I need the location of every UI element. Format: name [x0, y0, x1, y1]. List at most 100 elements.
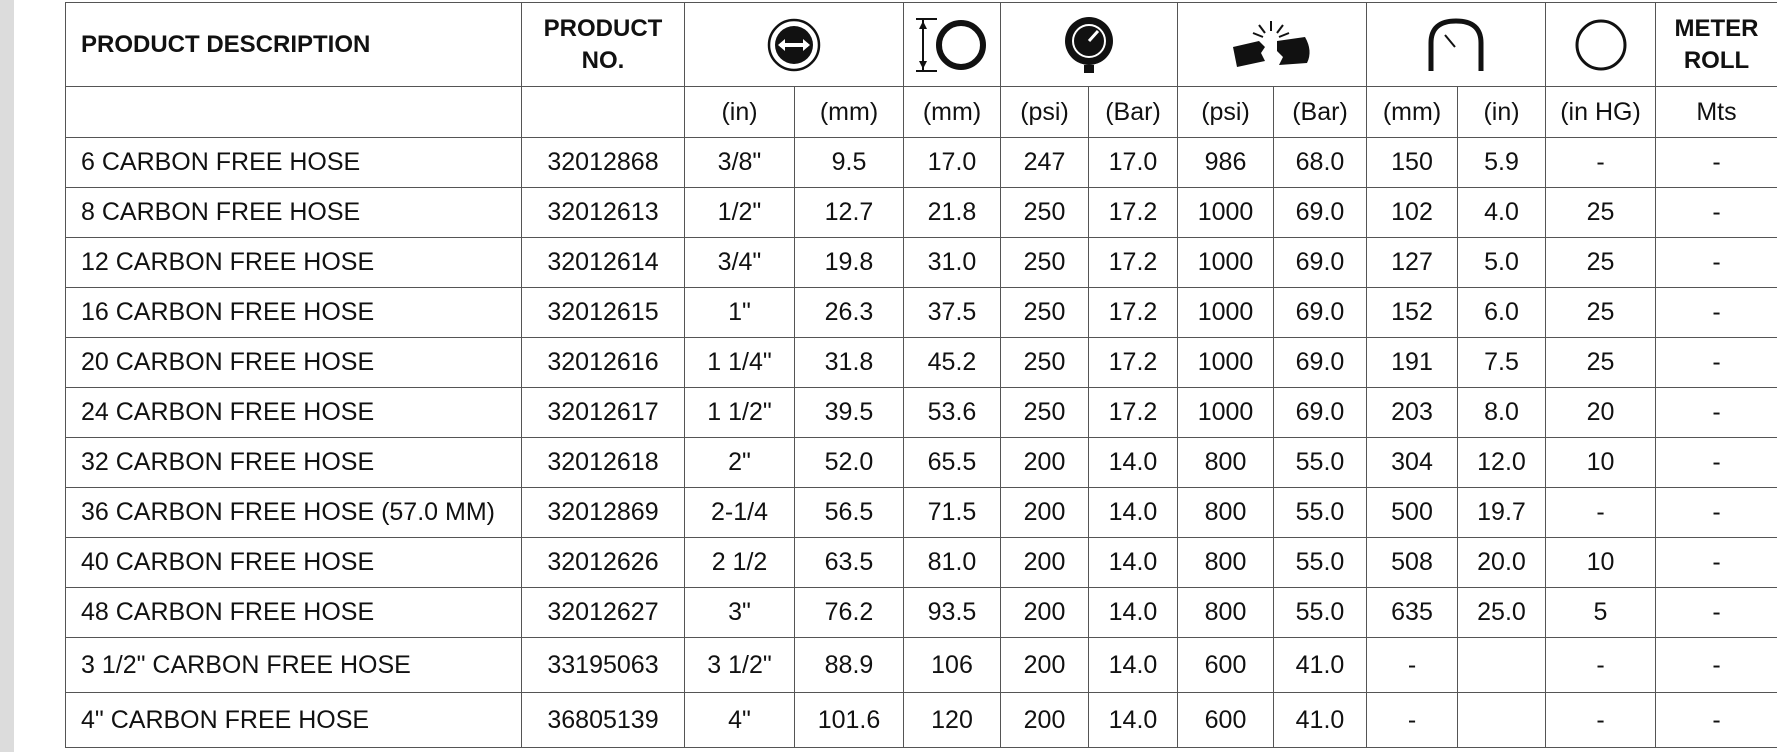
spec-cell: 1000: [1177, 187, 1274, 238]
spec-cell: 102: [1366, 187, 1458, 238]
spec-cell: 304: [1366, 437, 1458, 488]
spec-cell: 600: [1177, 692, 1274, 748]
table-row: 16 CARBON FREE HOSE 32012615 1" 26.3 37.5 250…: [65, 287, 1777, 338]
spec-cell: 200: [1000, 487, 1089, 538]
table-row: 40 CARBON FREE HOSE 32012626 2 1/2 63.5 81.0…: [65, 537, 1777, 588]
spec-cell: 20.0: [1457, 537, 1546, 588]
product-no-cell: 32012614: [521, 237, 685, 288]
spec-cell: 17.2: [1088, 387, 1178, 438]
spec-cell: 200: [1000, 637, 1089, 693]
spec-cell: -: [1655, 187, 1777, 238]
spec-cell: 1 1/4": [684, 337, 795, 388]
table-row: 12 CARBON FREE HOSE 32012614 3/4" 19.8 31.0 2…: [65, 237, 1777, 288]
spec-cell: 203: [1366, 387, 1458, 438]
spec-cell: 55.0: [1273, 437, 1367, 488]
spec-cell: 247: [1000, 137, 1089, 188]
spec-cell: 1000: [1177, 287, 1274, 338]
product-description-cell: 8 CARBON FREE HOSE: [65, 187, 522, 238]
header-od-col: [903, 2, 1001, 87]
spec-cell: 26.3: [794, 287, 904, 338]
product-description-cell: 36 CARBON FREE HOSE (57.0 MM): [65, 487, 522, 538]
spec-cell: 65.5: [903, 437, 1001, 488]
spec-cell: 152: [1366, 287, 1458, 338]
spec-cell: [1457, 692, 1546, 748]
product-no-cell: 32012618: [521, 437, 685, 488]
spec-cell: -: [1545, 692, 1656, 748]
unit-cell: (Bar): [1273, 86, 1367, 138]
units-row: (in) (mm) (mm) (psi) (Bar) (psi) (Bar) (…: [65, 86, 1777, 138]
table-row: 36 CARBON FREE HOSE (57.0 MM) 32012869 2-1…: [65, 487, 1777, 538]
product-description-cell: 20 CARBON FREE HOSE: [65, 337, 522, 388]
unit-cell: (mm): [1366, 86, 1458, 138]
spec-cell: 31.8: [794, 337, 904, 388]
unit-cell: (Bar): [1088, 86, 1178, 138]
spec-cell: 4": [684, 692, 795, 748]
product-description-cell: 6 CARBON FREE HOSE: [65, 137, 522, 188]
spec-cell: 1000: [1177, 337, 1274, 388]
spec-cell: 56.5: [794, 487, 904, 538]
hose-spec-table: PRODUCT DESCRIPTION PRODUCT NO.: [65, 2, 1777, 748]
unit-cell: (in): [684, 86, 795, 138]
vacuum-icon: [1575, 19, 1626, 70]
spec-cell: 200: [1000, 692, 1089, 748]
outer-diameter-icon: [916, 17, 986, 72]
spec-cell: 69.0: [1273, 287, 1367, 338]
spec-cell: 14.0: [1088, 587, 1178, 638]
spec-cell: 250: [1000, 287, 1089, 338]
spec-cell: 19.7: [1457, 487, 1546, 538]
spec-cell: 20: [1545, 387, 1656, 438]
spec-cell: 250: [1000, 237, 1089, 288]
product-no-cell: 36805139: [521, 692, 685, 748]
spec-cell: 25: [1545, 287, 1656, 338]
product-description-cell: 4" CARBON FREE HOSE: [65, 692, 522, 748]
spec-cell: 37.5: [903, 287, 1001, 338]
spec-cell: -: [1366, 637, 1458, 693]
spec-cell: 52.0: [794, 437, 904, 488]
spec-cell: 10: [1545, 537, 1656, 588]
spec-cell: 14.0: [1088, 487, 1178, 538]
product-description-cell: 3 1/2" CARBON FREE HOSE: [65, 637, 522, 693]
unit-cell: (in): [1457, 86, 1546, 138]
spec-cell: 17.0: [903, 137, 1001, 188]
product-description-cell: 16 CARBON FREE HOSE: [65, 287, 522, 338]
unit-cell: (mm): [794, 86, 904, 138]
spec-cell: -: [1655, 237, 1777, 288]
spec-cell: 69.0: [1273, 337, 1367, 388]
unit-cell: (in HG): [1545, 86, 1656, 138]
spec-cell: 200: [1000, 587, 1089, 638]
product-no-cell: 32012627: [521, 587, 685, 638]
product-no-cell: 32012616: [521, 337, 685, 388]
spec-cell: 81.0: [903, 537, 1001, 588]
spec-cell: 635: [1366, 587, 1458, 638]
spec-cell: 200: [1000, 537, 1089, 588]
spec-cell: 14.0: [1088, 437, 1178, 488]
table-row: 48 CARBON FREE HOSE 32012627 3" 76.2 93.5 200…: [65, 587, 1777, 638]
spec-cell: 55.0: [1273, 537, 1367, 588]
hose-id-icon: [767, 18, 821, 71]
spec-cell: 41.0: [1273, 637, 1367, 693]
unit-cell: (psi): [1000, 86, 1089, 138]
product-description-cell: 12 CARBON FREE HOSE: [65, 237, 522, 288]
spec-cell: 69.0: [1273, 237, 1367, 288]
header-vacuum-col: [1545, 2, 1656, 87]
spec-cell: 5.0: [1457, 237, 1546, 288]
spec-cell: 800: [1177, 587, 1274, 638]
product-description-cell: 48 CARBON FREE HOSE: [65, 587, 522, 638]
spec-cell: -: [1655, 137, 1777, 188]
product-no-cell: 32012626: [521, 537, 685, 588]
header-row: PRODUCT DESCRIPTION PRODUCT NO.: [65, 2, 1777, 87]
spec-cell: 14.0: [1088, 637, 1178, 693]
spec-cell: 31.0: [903, 237, 1001, 288]
spec-cell: 7.5: [1457, 337, 1546, 388]
spec-cell: 200: [1000, 437, 1089, 488]
spec-cell: 9.5: [794, 137, 904, 188]
spec-cell: 17.2: [1088, 337, 1178, 388]
spec-cell: 500: [1366, 487, 1458, 538]
spec-cell: -: [1655, 337, 1777, 388]
spec-cell: 101.6: [794, 692, 904, 748]
spec-cell: 63.5: [794, 537, 904, 588]
spec-cell: 25: [1545, 187, 1656, 238]
spec-cell: 17.2: [1088, 187, 1178, 238]
spec-cell: 3 1/2": [684, 637, 795, 693]
spec-cell: 12.0: [1457, 437, 1546, 488]
